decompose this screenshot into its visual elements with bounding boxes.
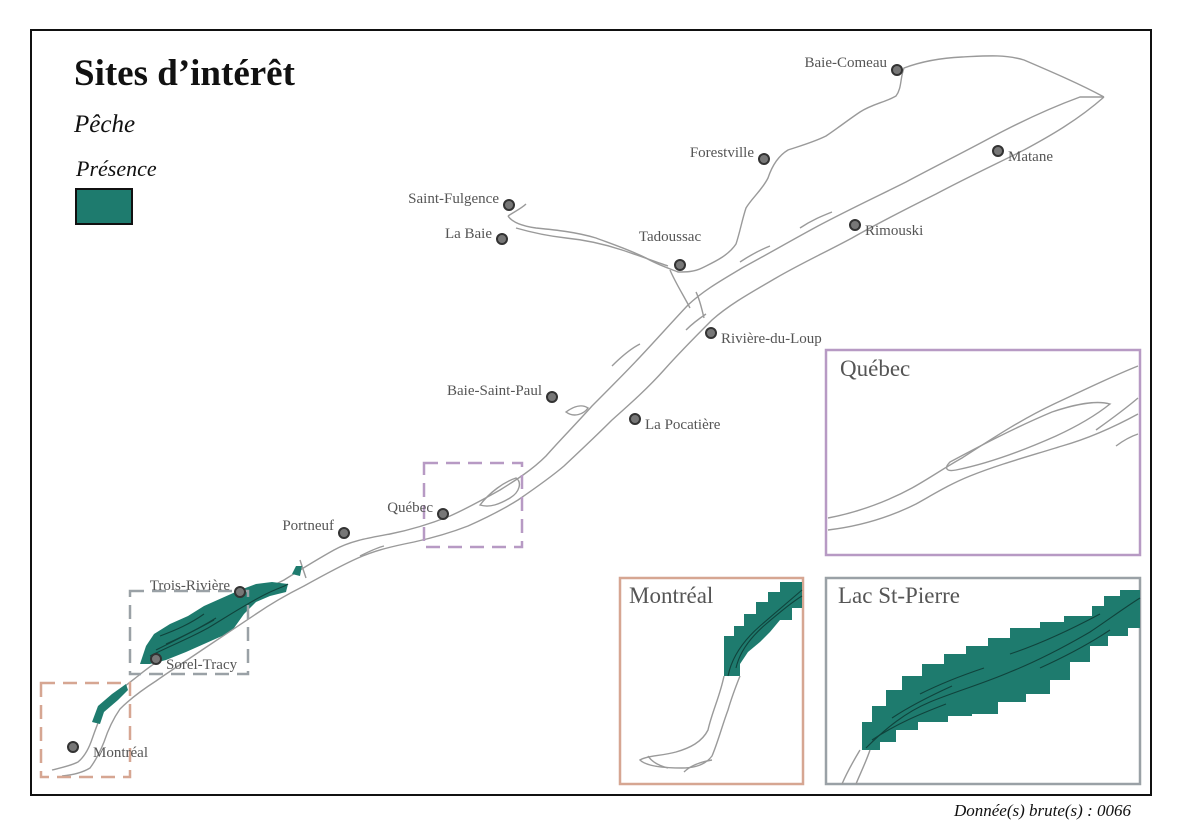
city-label: Portneuf xyxy=(282,518,334,534)
quebec-focus-box xyxy=(422,461,524,549)
legend-swatch-presence xyxy=(75,188,133,225)
city-marker-baie-saint-paul xyxy=(546,391,558,403)
city-marker-la-baie xyxy=(496,233,508,245)
city-marker-riviere-du-loup xyxy=(705,327,717,339)
city-markers xyxy=(67,64,1004,753)
map-subtitle: Pêche xyxy=(74,111,136,138)
city-label: Montréal xyxy=(93,745,148,761)
legend-label: Présence xyxy=(76,156,157,181)
city-labels: Baie-Comeau Forestville Matane Saint-Ful… xyxy=(93,55,1053,761)
city-label: Tadoussac xyxy=(639,229,702,245)
city-marker-saint-fulgence xyxy=(503,199,515,211)
inset-quebec-title: Québec xyxy=(840,356,910,381)
city-label: Baie-Comeau xyxy=(805,55,888,71)
city-label: Sorel-Tracy xyxy=(166,657,238,673)
city-marker-matane xyxy=(992,145,1004,157)
fishing-presence-areas xyxy=(92,566,302,724)
city-label: Forestville xyxy=(690,145,755,161)
city-label: Québec xyxy=(387,500,433,516)
city-marker-sorel-tracy xyxy=(150,653,162,665)
river-outline xyxy=(51,55,1105,777)
data-source-footer: Donnée(s) brute(s) : 0066 xyxy=(953,801,1131,820)
city-marker-rimouski xyxy=(849,219,861,231)
city-marker-tadoussac xyxy=(674,259,686,271)
inset-lac-title: Lac St-Pierre xyxy=(838,583,960,608)
city-marker-baie-comeau xyxy=(891,64,903,76)
city-label: Baie-Saint-Paul xyxy=(447,383,542,399)
city-label: La Pocatière xyxy=(645,417,721,433)
city-label: Trois-Rivière xyxy=(150,578,231,594)
city-marker-quebec xyxy=(437,508,449,520)
inset-montreal-title: Montréal xyxy=(629,583,713,608)
city-marker-montreal xyxy=(67,741,79,753)
city-marker-trois-riviere xyxy=(234,586,246,598)
map-frame xyxy=(30,29,1152,796)
city-label: Rivière-du-Loup xyxy=(721,331,822,347)
city-label: La Baie xyxy=(445,226,492,242)
city-marker-forestville xyxy=(758,153,770,165)
city-marker-la-pocatiere xyxy=(629,413,641,425)
city-label: Rimouski xyxy=(865,223,923,239)
city-marker-portneuf xyxy=(338,527,350,539)
map-title: Sites d’intérêt xyxy=(74,53,295,94)
inset-montreal: Montréal xyxy=(618,576,805,786)
inset-quebec: Québec xyxy=(824,348,1142,557)
inset-lac-st-pierre: Lac St-Pierre xyxy=(824,576,1142,786)
city-label: Matane xyxy=(1008,149,1053,165)
lac-focus-box xyxy=(128,589,250,676)
montreal-focus-box xyxy=(39,681,132,779)
city-label: Saint-Fulgence xyxy=(408,191,499,207)
